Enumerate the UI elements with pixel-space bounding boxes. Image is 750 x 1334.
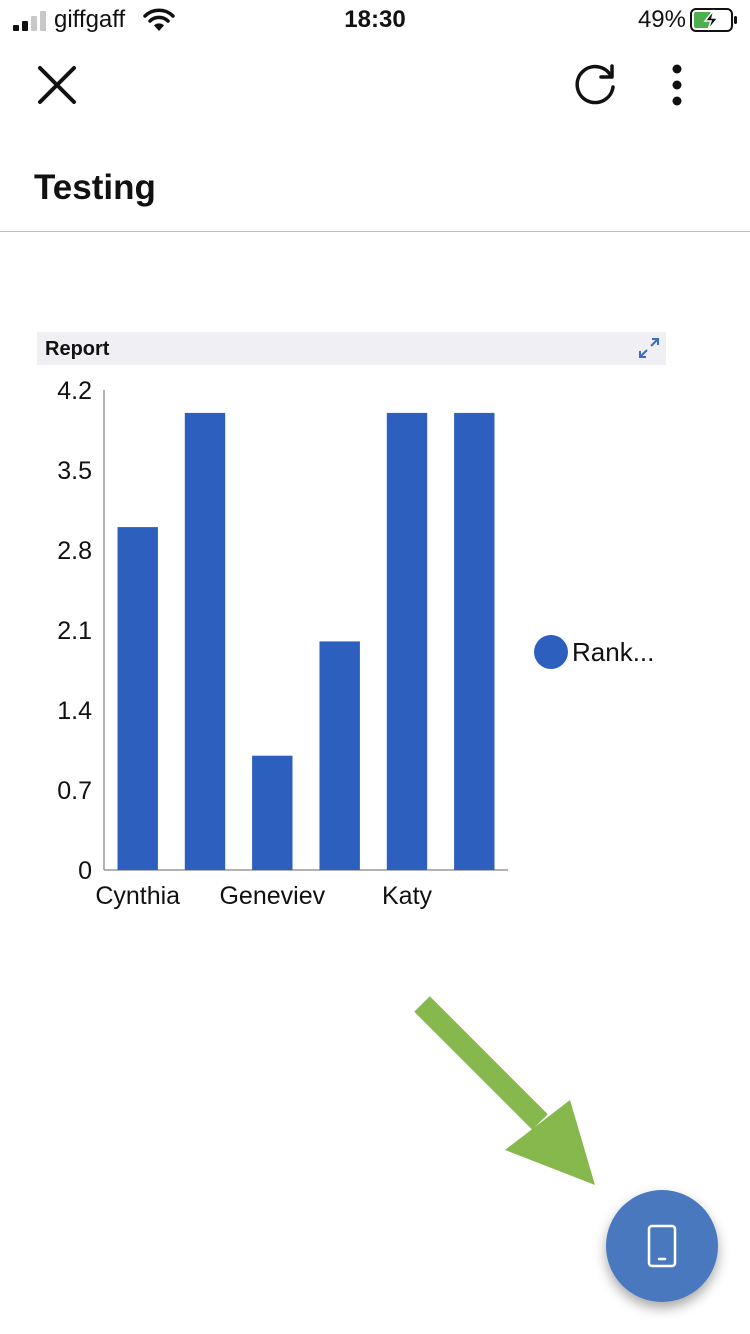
y-tick-label: 3.5 — [57, 457, 92, 485]
signal-icon — [13, 11, 46, 31]
page-title: Testing — [34, 168, 156, 207]
y-tick-label: 0 — [78, 857, 92, 885]
x-tick-label: Cynthia — [95, 882, 180, 910]
report-title: Report — [45, 338, 110, 360]
legend-marker — [534, 635, 568, 669]
y-tick-label: 0.7 — [57, 777, 92, 805]
x-tick-label: Geneviev — [219, 882, 325, 910]
chart-bar[interactable] — [184, 412, 226, 870]
more-options-button[interactable] — [660, 60, 694, 114]
report-header: Report — [37, 332, 666, 365]
status-bar: giffgaff 18:30 49% — [0, 0, 750, 40]
battery-percentage: 49% — [637, 6, 686, 33]
expand-button[interactable] — [636, 335, 662, 361]
y-tick-label: 4.2 — [57, 377, 92, 405]
y-tick-label: 2.8 — [57, 537, 92, 565]
header-divider — [0, 231, 750, 232]
chart-bar[interactable] — [252, 755, 293, 870]
chart-bar[interactable] — [117, 527, 158, 870]
refresh-icon — [575, 64, 615, 105]
battery-charging-icon — [690, 8, 737, 32]
close-icon — [38, 66, 76, 104]
arrow-annotation-icon — [414, 996, 595, 1185]
bar-chart: 00.71.42.12.83.54.2 Cynthia Geneviev Katy … — [57, 377, 654, 910]
y-tick-label: 1.4 — [57, 697, 92, 725]
mobile-view-fab[interactable] — [606, 1190, 718, 1302]
close-button[interactable] — [30, 60, 82, 112]
chart-bar[interactable] — [319, 641, 360, 870]
x-tick-label: Katy — [382, 882, 433, 910]
wifi-icon — [143, 8, 175, 31]
chart-bar[interactable] — [386, 412, 428, 870]
status-time: 18:30 — [344, 6, 406, 33]
legend-label[interactable]: Rank... — [572, 637, 654, 667]
expand-icon — [639, 338, 659, 358]
carrier-name: giffgaff — [54, 6, 126, 33]
y-tick-label: 2.1 — [57, 617, 92, 645]
chart-bar[interactable] — [454, 412, 495, 870]
top-nav-bar — [0, 50, 750, 120]
mobile-device-icon — [647, 1224, 677, 1268]
more-vertical-icon — [672, 64, 682, 106]
refresh-button[interactable] — [568, 60, 622, 114]
